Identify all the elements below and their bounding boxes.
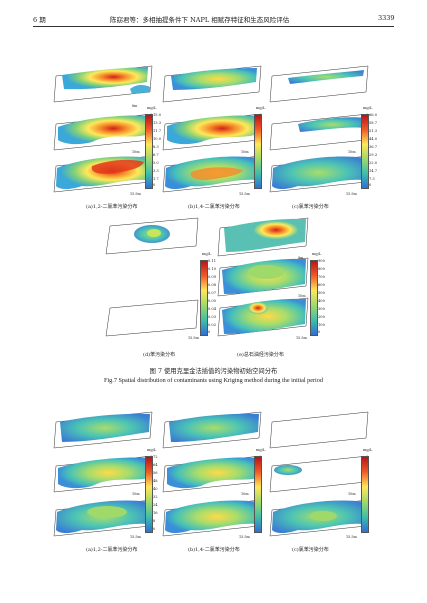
- depth-label: 10m: [241, 150, 249, 154]
- colorbar-1-4-dce-bottom: [254, 456, 262, 533]
- depth-label: 15.5m: [296, 336, 307, 340]
- colorbar-ticks-1-2-dce: 15.0 13.3 11.7 10.0 8.3 6.7 5.0 3.3 1.7 …: [153, 113, 162, 187]
- unit-label: mg/L: [256, 448, 266, 452]
- unit-label: mg/L: [202, 252, 212, 256]
- depth-label: 8m: [132, 104, 138, 108]
- colorbar-chlorobenzene-bottom: [361, 456, 369, 533]
- depth-label: 15.5m: [346, 535, 357, 539]
- depth-label: 15.5m: [188, 336, 199, 340]
- colorbar-chlorobenzene: [361, 114, 369, 189]
- colorbar-ticks-benzene: 72 64 56 48 40 32 24 16 8 0: [153, 455, 158, 531]
- depth-label: 15.5m: [239, 535, 250, 539]
- colorbar-1-2-dce: [145, 114, 153, 189]
- subcaption-8a: (a)1,2-二氯苯污染分布: [86, 547, 138, 553]
- colorbar-ticks-naphthalene: 0.11 0.10 0.09 0.08 0.07 0.05 0.04 0.03 …: [208, 259, 217, 334]
- subcaption-7c: (c)氯苯污染分布: [292, 204, 329, 210]
- colorbar-ticks-tph: 900 800 700 600 500 400 300 200 100 0: [318, 259, 325, 334]
- depth-label: 15.5m: [130, 192, 141, 196]
- colorbar-naphthalene: [200, 260, 208, 336]
- unit-label: mg/L: [147, 448, 157, 452]
- header-rule: [33, 26, 394, 27]
- unit-label: mg/L: [147, 106, 157, 110]
- figure-caption-zh: 图 7 使用克里金法插值的污染物初始空间分布: [149, 368, 278, 375]
- depth-label: 10m: [348, 150, 356, 154]
- depth-label: 10m: [348, 492, 356, 496]
- unit-label: mg/L: [256, 106, 266, 110]
- depth-label: 10m: [132, 492, 140, 496]
- depth-label: 10m: [298, 294, 306, 298]
- subcaption-7a: (a)1,2-二氯苯污染分布: [86, 204, 138, 210]
- figure-caption-en: Fig.7 Spatial distribution of contaminan…: [104, 377, 323, 384]
- unit-label: mg/L: [363, 106, 373, 110]
- colorbar-1-2-dce-bottom: [145, 456, 153, 533]
- colorbar-ticks-chlorobenzene: 66.0 58.7 51.3 44.0 36.7 29.3 22.0 14.7 …: [369, 113, 378, 187]
- subcaption-7e: (e)总石油烃污染分布: [237, 352, 284, 358]
- unit-label: mg/L: [312, 252, 322, 256]
- depth-label: 8m: [298, 256, 304, 260]
- subcaption-7b: (b)1,4-二氯苯污染分布: [188, 204, 240, 210]
- depth-label: 15.5m: [346, 192, 357, 196]
- subcaption-8c: (c)氯苯污染分布: [292, 547, 329, 553]
- depth-label: 10m: [241, 492, 249, 496]
- unit-label: mg/L: [363, 448, 373, 452]
- depth-label: 15.5m: [130, 535, 141, 539]
- page-number: 3339: [378, 14, 395, 22]
- subcaption-8b: (b)1,4-二氯苯污染分布: [188, 547, 240, 553]
- subcaption-7d: (d)苯污染分布: [143, 352, 176, 358]
- colorbar-1-4-dce: [254, 114, 262, 189]
- issue-number: 6 期: [33, 16, 46, 24]
- depth-label: 10m: [132, 150, 140, 154]
- depth-label: 15.5m: [239, 192, 250, 196]
- running-title: 陈窈君等：多相抽提条件下 NAPL 相赋存特征和生态风险评估: [110, 16, 290, 24]
- colorbar-tph: [310, 260, 318, 336]
